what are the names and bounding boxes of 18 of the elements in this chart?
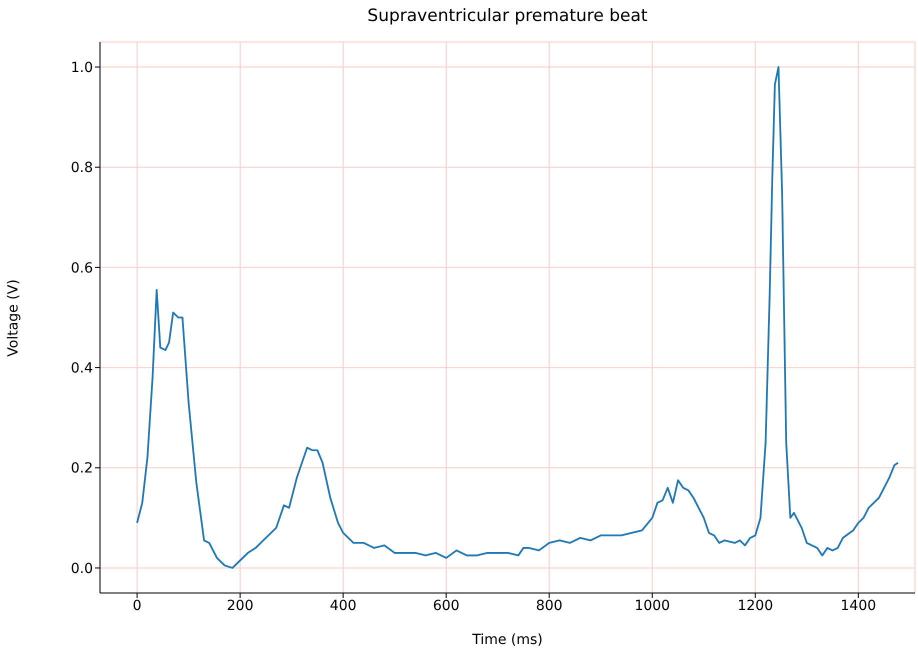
y-tick-label: 0.0	[70, 560, 93, 577]
y-tick-label: 0.2	[70, 460, 93, 477]
x-tick-label: 1200	[737, 598, 774, 614]
line-series	[136, 66, 899, 569]
y-tick-label: 1.0	[70, 60, 93, 76]
x-tick-label: 1400	[840, 598, 876, 614]
x-tick-label: 800	[536, 598, 563, 614]
y-axis-title: Voltage (V)	[6, 278, 22, 356]
y-tick-label: 0.6	[70, 260, 94, 276]
y-tick-label: 0.4	[70, 360, 94, 377]
chart-title: Supraventricular premature beat	[366, 6, 649, 26]
x-tick-label: 0	[132, 598, 142, 614]
x-tick-label: 200	[226, 598, 254, 614]
x-tick-label: 1000	[634, 598, 670, 614]
x-tick-label: 600	[432, 598, 460, 614]
x-axis-title: Time (ms)	[471, 632, 544, 648]
x-tick-label: 400	[330, 598, 357, 614]
y-tick-label: 0.8	[70, 160, 93, 176]
